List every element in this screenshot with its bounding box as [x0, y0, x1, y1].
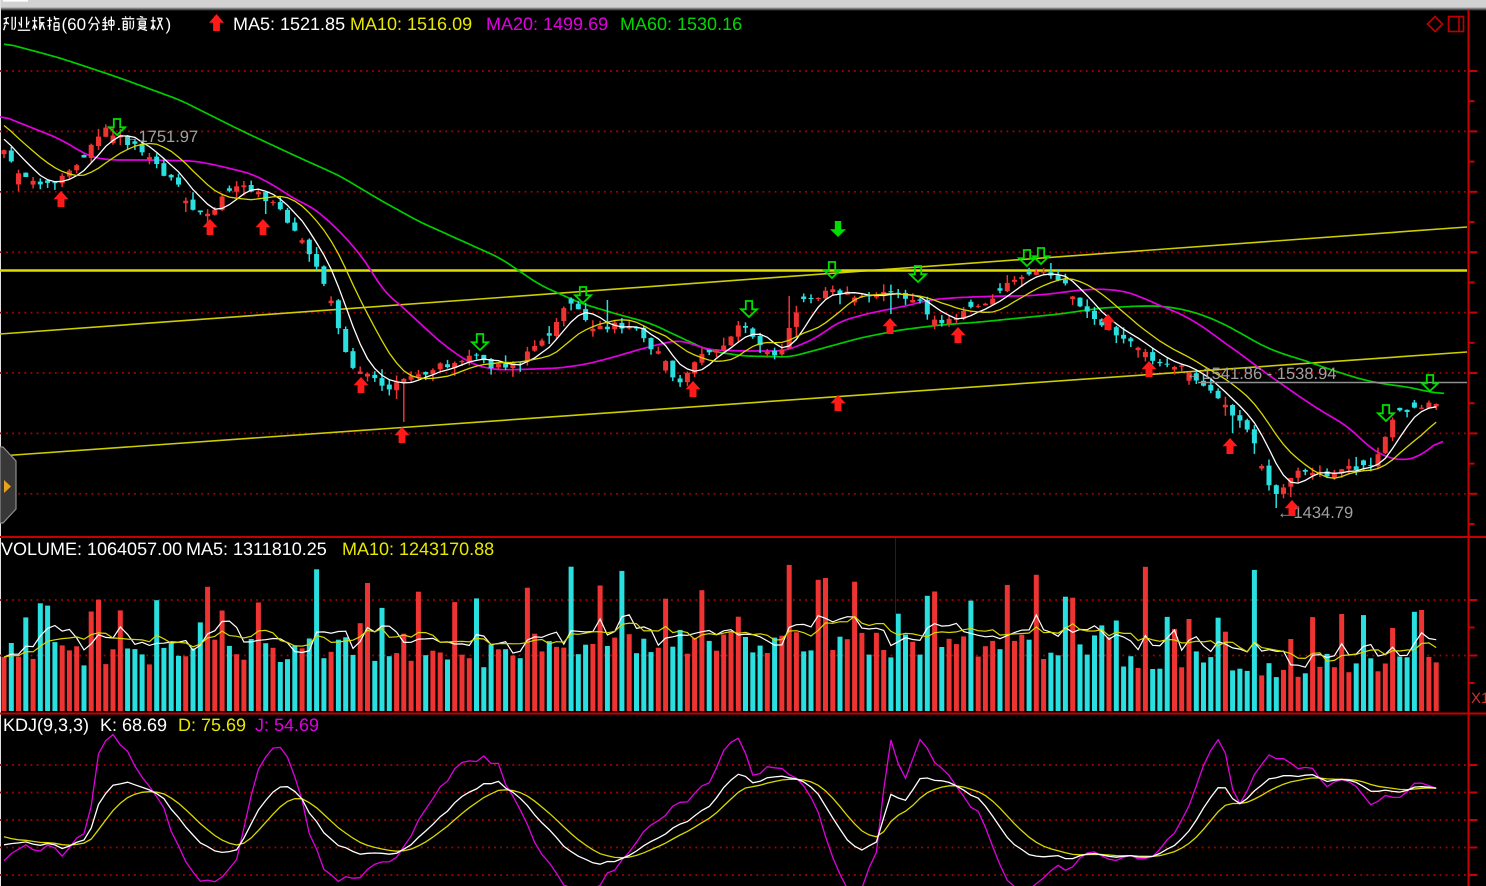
svg-text:MA20: 1499.69: MA20: 1499.69	[486, 14, 608, 34]
svg-text:X1: X1	[1471, 690, 1486, 707]
svg-text:D: 75.69: D: 75.69	[178, 715, 246, 735]
svg-text:J: 54.69: J: 54.69	[255, 715, 319, 735]
svg-text:MA10: 1243170.88: MA10: 1243170.88	[342, 539, 494, 559]
svg-text:MA5: 1311810.25: MA5: 1311810.25	[186, 539, 327, 559]
svg-text:MA60: 1530.16: MA60: 1530.16	[620, 14, 742, 34]
svg-text:←1751.97: ←1751.97	[122, 128, 198, 146]
svg-text:K: 68.69: K: 68.69	[100, 715, 167, 735]
svg-text:.: .	[117, 15, 122, 34]
svg-text:←1434.79: ←1434.79	[1277, 504, 1353, 522]
svg-text:): )	[166, 15, 172, 34]
svg-text:MA10: 1516.09: MA10: 1516.09	[350, 14, 472, 34]
svg-text:(60: (60	[62, 15, 87, 34]
svg-text:←1541.86 - 1538.94: ←1541.86 - 1538.94	[1186, 365, 1336, 383]
svg-text:MA5: 1521.85: MA5: 1521.85	[233, 14, 345, 34]
svg-text:KDJ(9,3,3): KDJ(9,3,3)	[3, 715, 89, 735]
svg-text:VOLUME: 1064057.00: VOLUME: 1064057.00	[1, 539, 182, 559]
